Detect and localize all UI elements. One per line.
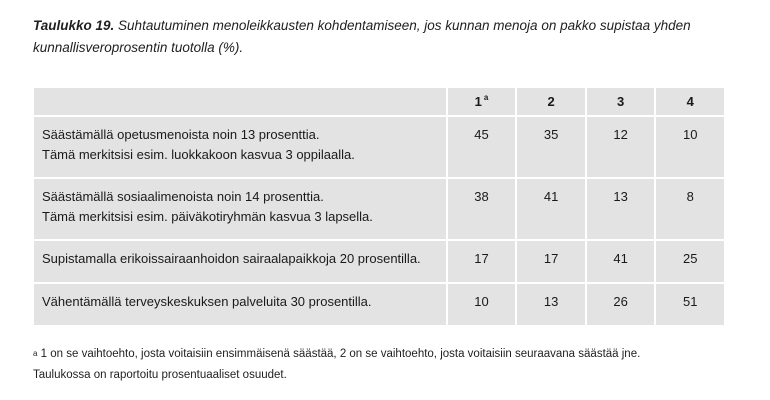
value-cell: 12 — [586, 117, 657, 179]
table-row: Säästämällä opetusmenoista noin 13 prose… — [34, 117, 724, 179]
value-cell: 41 — [586, 241, 657, 284]
value-cell: 17 — [517, 241, 587, 284]
footnote-mark: a — [33, 349, 38, 358]
value-cell: 38 — [447, 179, 518, 241]
value-cell: 8 — [656, 179, 724, 241]
table-row: Vähentämällä terveyskeskuksen palveluita… — [34, 284, 724, 327]
row-description: Supistamalla erikoissairaanhoidon sairaa… — [34, 241, 448, 284]
row-description: Säästämällä opetusmenoista noin 13 prose… — [34, 117, 448, 179]
caption-text-line1: Suhtautuminen menoleikkausten kohdentami… — [118, 18, 691, 33]
row-description: Vähentämällä terveyskeskuksen palveluita… — [34, 284, 448, 327]
header-cell-description — [34, 88, 448, 117]
header-cell-3: 3 — [586, 88, 657, 117]
table-caption: Taulukko 19. Suhtautuminen menoleikkaust… — [33, 15, 753, 59]
value-cell: 13 — [517, 284, 587, 327]
row-description-line: Supistamalla erikoissairaanhoidon sairaa… — [42, 251, 421, 266]
header-cell-2: 2 — [517, 88, 587, 117]
row-description-line: Vähentämällä terveyskeskuksen palveluita… — [42, 294, 372, 309]
caption-label: Taulukko 19. — [33, 18, 115, 33]
row-description-line: Säästämällä sosiaalimenoista noin 14 pro… — [42, 189, 324, 204]
footnote-text-line1: 1 on se vaihtoehto, josta voitaisiin ens… — [37, 348, 641, 360]
header-cell-4: 4 — [656, 88, 724, 117]
row-description: Säästämällä sosiaalimenoista noin 14 pro… — [34, 179, 448, 241]
value-cell: 10 — [656, 117, 724, 179]
value-cell: 26 — [586, 284, 657, 327]
footnote-line2: Taulukossa on raportoitu prosentuaaliset… — [33, 369, 287, 381]
row-description-line: Säästämällä opetusmenoista noin 13 prose… — [42, 127, 320, 142]
row-description-line: Tämä merkitsisi esim. luokkakoon kasvua … — [42, 147, 355, 162]
value-cell: 51 — [656, 284, 724, 327]
value-cell: 17 — [447, 241, 518, 284]
footnote-line1: a 1 on se vaihtoehto, josta voitaisiin e… — [33, 344, 640, 365]
header-footnote-mark: a — [483, 93, 489, 102]
table-row: Säästämällä sosiaalimenoista noin 14 pro… — [34, 179, 724, 241]
value-cell: 10 — [447, 284, 518, 327]
value-cell: 25 — [656, 241, 724, 284]
header-label-1: 1 — [474, 94, 482, 109]
value-cell: 41 — [517, 179, 587, 241]
table-footnote: a 1 on se vaihtoehto, josta voitaisiin e… — [33, 344, 640, 386]
value-cell: 13 — [586, 179, 657, 241]
table-row: Supistamalla erikoissairaanhoidon sairaa… — [34, 241, 724, 284]
value-cell: 45 — [447, 117, 518, 179]
row-description-line: Tämä merkitsisi esim. päiväkotiryhmän ka… — [42, 209, 373, 224]
value-cell: 35 — [517, 117, 587, 179]
caption-text-line2: kunnallisveroprosentin tuotolla (%). — [33, 40, 244, 55]
